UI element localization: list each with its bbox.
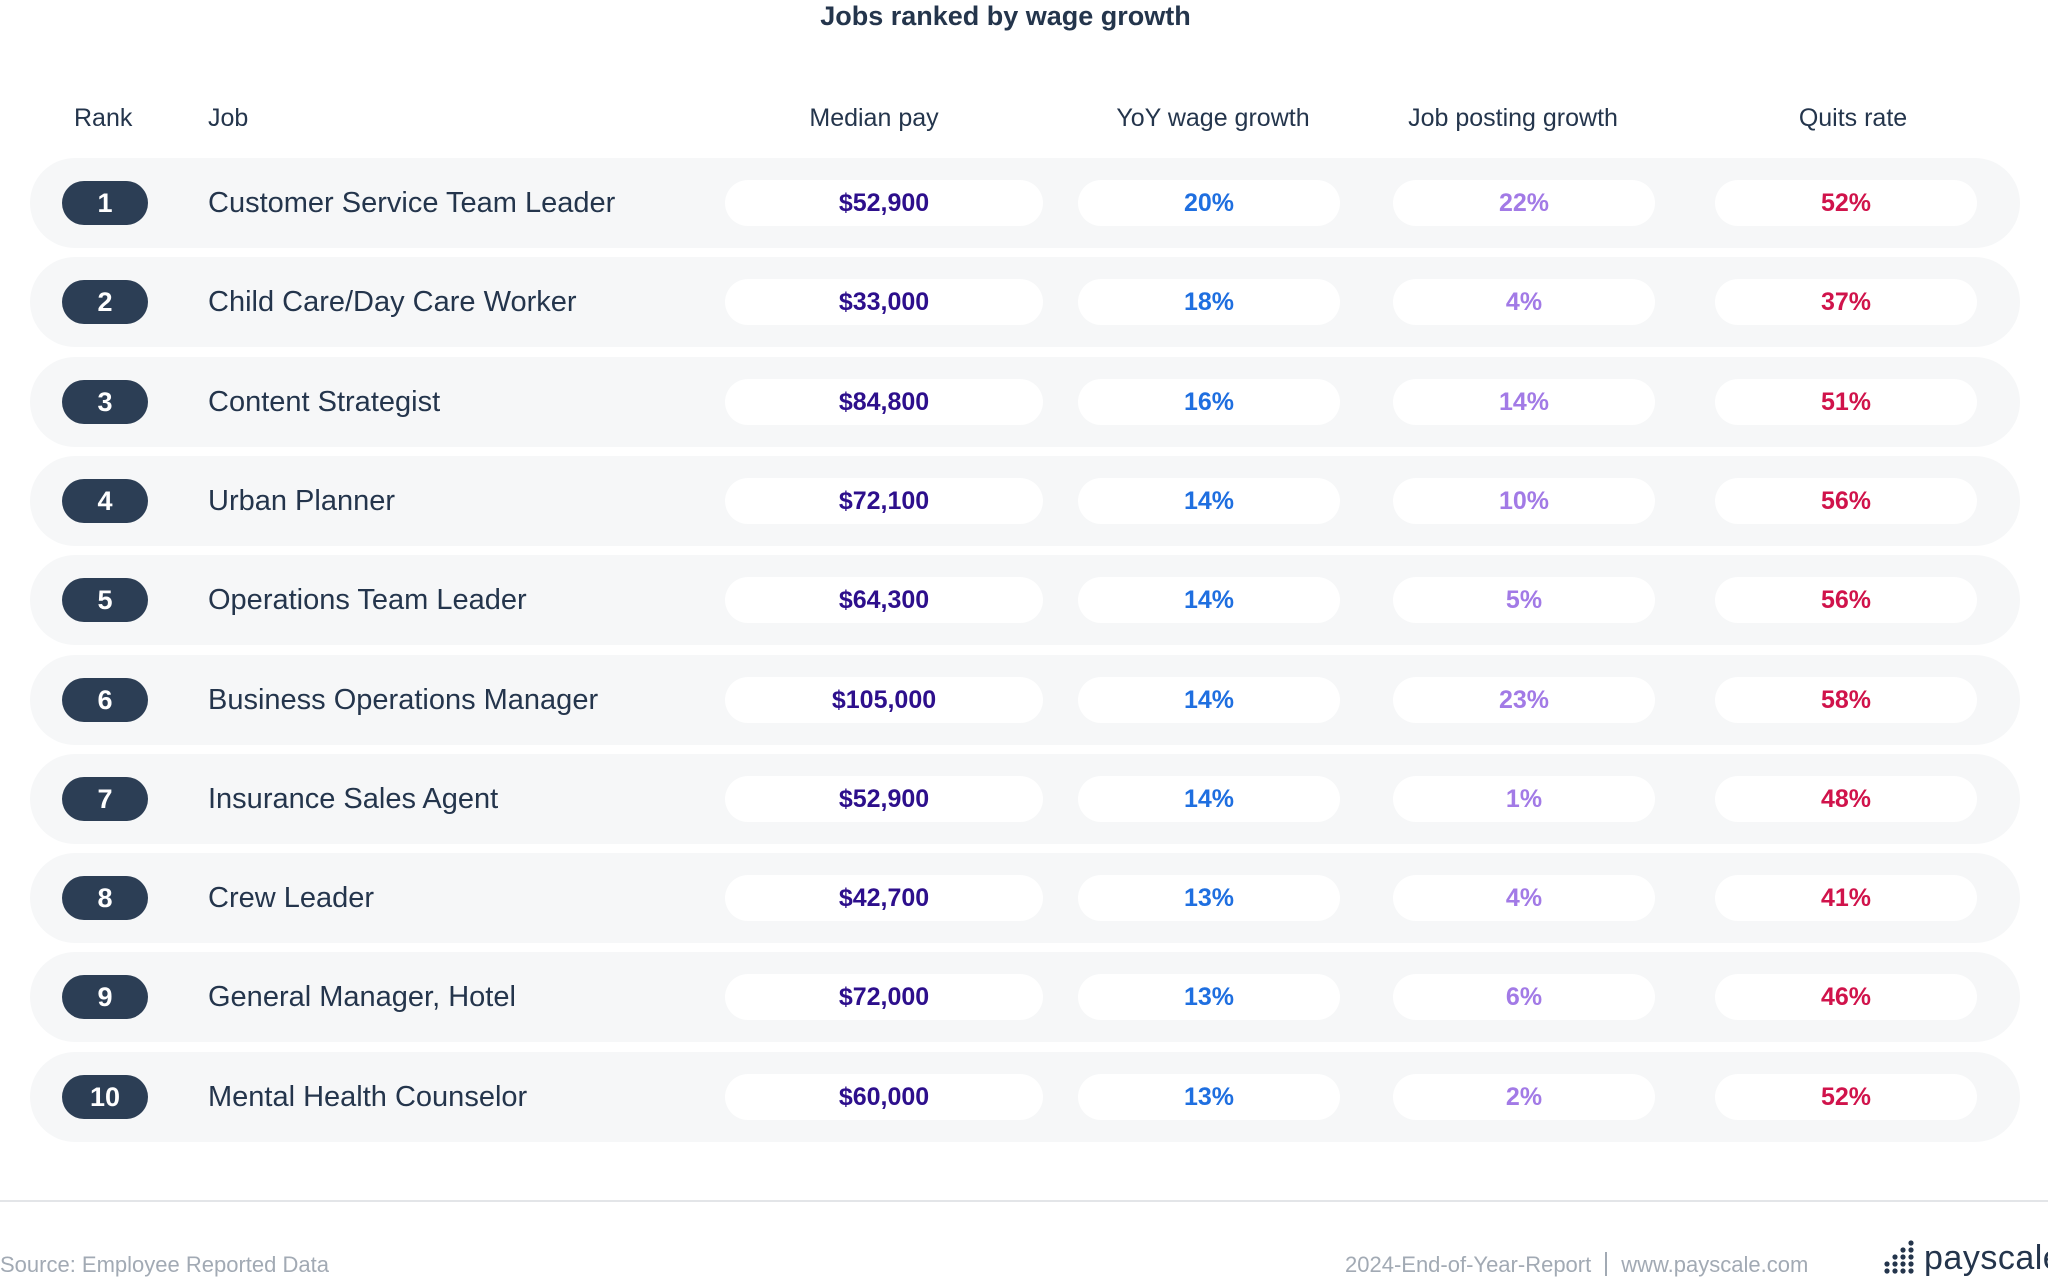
quits-rate-value: 58% — [1715, 677, 1977, 723]
quits-rate-value: 56% — [1715, 577, 1977, 623]
job-posting-growth-value: 14% — [1393, 379, 1655, 425]
job-title: Insurance Sales Agent — [208, 783, 499, 815]
footer-info: 2024-End-of-Year-Report www.payscale.com — [1345, 1252, 1808, 1278]
rank-badge: 9 — [62, 975, 148, 1019]
table-row: 7 Insurance Sales Agent $52,900 14% 1% 48% — [30, 754, 2020, 844]
yoy-wage-growth-value: 13% — [1078, 875, 1340, 921]
median-pay-value: $52,900 — [725, 180, 1043, 226]
yoy-wage-growth-value: 14% — [1078, 677, 1340, 723]
job-title: Content Strategist — [208, 386, 441, 418]
table-row: 10 Mental Health Counselor $60,000 13% 2% 52% — [30, 1052, 2020, 1142]
job-title: Business Operations Manager — [208, 684, 599, 716]
website-url: www.payscale.com — [1621, 1252, 1809, 1277]
header-job: Job — [208, 104, 249, 132]
yoy-wage-growth-value: 13% — [1078, 1074, 1340, 1120]
rank-badge: 4 — [62, 479, 148, 523]
median-pay-value: $84,800 — [725, 379, 1043, 425]
yoy-wage-growth-value: 14% — [1078, 577, 1340, 623]
report-name: 2024-End-of-Year-Report — [1345, 1252, 1592, 1277]
table-row: 9 General Manager, Hotel $72,000 13% 6% 46% — [30, 952, 2020, 1042]
rank-badge: 6 — [62, 678, 148, 722]
job-title: Mental Health Counselor — [208, 1081, 528, 1113]
job-title: Crew Leader — [208, 882, 375, 914]
quits-rate-value: 56% — [1715, 478, 1977, 524]
quits-rate-value: 52% — [1715, 180, 1977, 226]
median-pay-value: $33,000 — [725, 279, 1043, 325]
quits-rate-value: 51% — [1715, 379, 1977, 425]
rank-badge: 8 — [62, 876, 148, 920]
job-posting-growth-value: 2% — [1393, 1074, 1655, 1120]
job-posting-growth-value: 6% — [1393, 974, 1655, 1020]
median-pay-value: $52,900 — [725, 776, 1043, 822]
median-pay-value: $64,300 — [725, 577, 1043, 623]
median-pay-value: $72,000 — [725, 974, 1043, 1020]
table-row: 2 Child Care/Day Care Worker $33,000 18% 4% 3… — [30, 257, 2020, 347]
job-title: Operations Team Leader — [208, 584, 527, 616]
rank-badge: 7 — [62, 777, 148, 821]
yoy-wage-growth-value: 13% — [1078, 974, 1340, 1020]
footer-separator — [1605, 1252, 1608, 1276]
payscale-logo-icon — [1884, 1240, 1914, 1274]
table-row: 3 Content Strategist $84,800 16% 14% 51% — [30, 357, 2020, 447]
logo-wordmark: payscale — [1924, 1239, 2048, 1277]
source-note: Source: Employee Reported Data — [0, 1252, 329, 1277]
quits-rate-value: 37% — [1715, 279, 1977, 325]
yoy-wage-growth-value: 20% — [1078, 180, 1340, 226]
table-row: 5 Operations Team Leader $64,300 14% 5% 56% — [30, 555, 2020, 645]
header-median-pay: Median pay — [809, 104, 939, 132]
rank-badge: 3 — [62, 380, 148, 424]
header-rank: Rank — [74, 104, 133, 132]
rank-badge: 1 — [62, 181, 148, 225]
quits-rate-value: 52% — [1715, 1074, 1977, 1120]
table-row: 4 Urban Planner $72,100 14% 10% 56% — [30, 456, 2020, 546]
quits-rate-value: 41% — [1715, 875, 1977, 921]
table-header: Rank Job Median pay YoY wage growth Job … — [0, 98, 2048, 138]
median-pay-value: $60,000 — [725, 1074, 1043, 1120]
job-title: Customer Service Team Leader — [208, 187, 616, 219]
rank-badge: 2 — [62, 280, 148, 324]
job-posting-growth-value: 1% — [1393, 776, 1655, 822]
job-posting-growth-value: 23% — [1393, 677, 1655, 723]
quits-rate-value: 48% — [1715, 776, 1977, 822]
yoy-wage-growth-value: 16% — [1078, 379, 1340, 425]
payscale-logo: payscale — [1884, 1236, 2048, 1282]
job-posting-growth-value: 4% — [1393, 279, 1655, 325]
yoy-wage-growth-value: 14% — [1078, 478, 1340, 524]
job-posting-growth-value: 5% — [1393, 577, 1655, 623]
yoy-wage-growth-value: 14% — [1078, 776, 1340, 822]
job-posting-growth-value: 10% — [1393, 478, 1655, 524]
quits-rate-value: 46% — [1715, 974, 1977, 1020]
job-posting-growth-value: 22% — [1393, 180, 1655, 226]
median-pay-value: $72,100 — [725, 478, 1043, 524]
job-posting-growth-value: 4% — [1393, 875, 1655, 921]
header-quits-rate: Quits rate — [1798, 104, 1908, 132]
table-row: 6 Business Operations Manager $105,000 14% 2… — [30, 655, 2020, 745]
median-pay-value: $42,700 — [725, 875, 1043, 921]
header-job-posting-growth: Job posting growth — [1408, 104, 1618, 132]
yoy-wage-growth-value: 18% — [1078, 279, 1340, 325]
job-title: Child Care/Day Care Worker — [208, 286, 577, 318]
rank-badge: 10 — [62, 1075, 148, 1119]
header-yoy-wage-growth: YoY wage growth — [1116, 104, 1310, 132]
job-title: General Manager, Hotel — [208, 981, 516, 1013]
job-title: Urban Planner — [208, 485, 395, 517]
table-row: 8 Crew Leader $42,700 13% 4% 41% — [30, 853, 2020, 943]
footer-divider — [0, 1200, 2048, 1202]
chart-title: Jobs ranked by wage growth — [820, 1, 1191, 31]
rank-badge: 5 — [62, 578, 148, 622]
median-pay-value: $105,000 — [725, 677, 1043, 723]
table-row: 1 Customer Service Team Leader $52,900 20% 2… — [30, 158, 2020, 248]
